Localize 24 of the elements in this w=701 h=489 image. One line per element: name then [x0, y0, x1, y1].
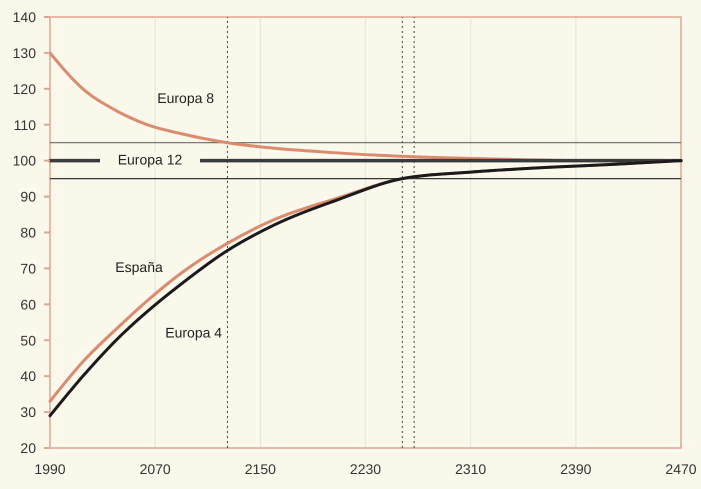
x-tick-label: 2230	[350, 461, 382, 477]
series-label: Europa 12	[118, 152, 183, 168]
y-tick-label: 70	[20, 260, 36, 276]
y-tick-label: 120	[12, 80, 36, 97]
x-tick-label: 2070	[140, 461, 171, 477]
y-tick-label: 60	[20, 296, 36, 312]
series-label: España	[115, 259, 163, 276]
x-tick-label: 2310	[455, 461, 486, 477]
series-label: Europa 4	[165, 324, 222, 341]
y-tick-label: 40	[20, 368, 36, 384]
y-tick-label: 100	[12, 152, 36, 169]
y-tick-label: 110	[14, 116, 36, 133]
x-tick-label: 2150	[244, 461, 276, 477]
y-tick-label: 140	[12, 9, 36, 25]
x-tick-label: 2390	[560, 461, 592, 477]
y-tick-label: 80	[20, 224, 36, 240]
y-tick-label: 30	[20, 404, 36, 420]
series-label: Europa 8	[157, 90, 214, 106]
y-tick-label: 130	[12, 44, 36, 61]
y-tick-label: 50	[20, 332, 36, 348]
y-tick-label: 90	[20, 188, 36, 205]
x-tick-label: 1990	[34, 461, 66, 477]
y-tick-label: 20	[20, 440, 36, 456]
x-tick-label: 2470	[665, 461, 697, 477]
